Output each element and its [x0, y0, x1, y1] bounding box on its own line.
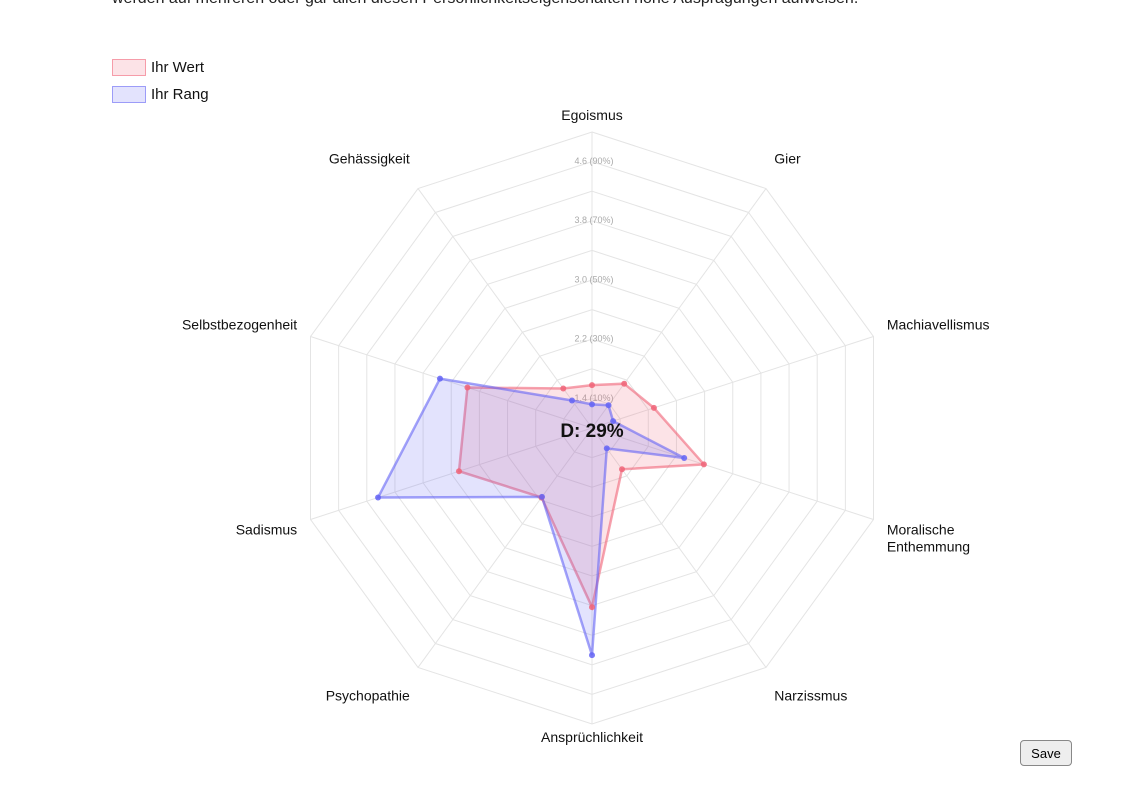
- data-point: [681, 454, 688, 461]
- spoke: [310, 336, 593, 429]
- data-point: [700, 461, 707, 468]
- axis-label-line: Narzissmus: [774, 687, 847, 703]
- axis-label-line: Sadismus: [236, 521, 297, 537]
- axis-label: Gier: [774, 150, 801, 166]
- axis-label-line: Moralische: [887, 521, 955, 537]
- axis-label-line: Psychopathie: [326, 687, 410, 703]
- tick-label: 3.0 (50%): [574, 274, 613, 284]
- data-point: [610, 418, 617, 425]
- axis-label: Moralische Enthemmung: [887, 521, 970, 554]
- data-point: [538, 493, 545, 500]
- data-point: [589, 382, 595, 389]
- spoke: [591, 427, 874, 520]
- data-point: [464, 384, 471, 391]
- axis-label: Egoismus: [561, 107, 622, 123]
- tick-label: 4.6 (90%): [574, 156, 613, 166]
- data-point: [589, 652, 595, 659]
- axis-label-line: Gehässigkeit: [329, 150, 410, 166]
- axis-label-line: Machiavellismus: [887, 316, 990, 332]
- spoke: [591, 336, 874, 429]
- intro-text: werden auf mehreren oder gar allen diese…: [112, 0, 858, 8]
- data-point: [589, 604, 595, 611]
- data-point: [455, 468, 462, 475]
- data-point: [603, 445, 610, 452]
- save-button[interactable]: Save: [1020, 740, 1072, 766]
- data-point: [589, 401, 595, 408]
- axis-label: Machiavellismus: [887, 316, 990, 332]
- data-point: [375, 494, 382, 501]
- axis-label: Gehässigkeit: [329, 150, 410, 166]
- legend-swatch: [112, 86, 146, 103]
- axis-label-line: Gier: [774, 150, 801, 166]
- axis-label: Selbstbezogenheit: [182, 316, 297, 332]
- spoke: [591, 188, 767, 429]
- data-point: [560, 385, 567, 392]
- legend-label: Ihr Wert: [151, 59, 205, 76]
- legend-label: Ihr Rang: [151, 86, 209, 103]
- axis-label: Ansprüchlichkeit: [541, 729, 643, 745]
- spoke: [310, 427, 593, 520]
- data-point: [605, 402, 612, 409]
- tick-label: 2.2 (30%): [574, 334, 613, 344]
- tick-label: 3.8 (70%): [574, 215, 613, 225]
- axis-label-line: Enthemmung: [887, 538, 970, 554]
- data-point: [568, 397, 575, 404]
- data-point: [436, 375, 443, 382]
- center-label: D: 29%: [560, 421, 623, 442]
- axis-label: Psychopathie: [326, 687, 410, 703]
- data-point: [619, 466, 626, 473]
- data-point: [621, 380, 628, 387]
- legend-swatch: [112, 59, 146, 76]
- spoke: [417, 427, 593, 668]
- axis-label: Narzissmus: [774, 687, 847, 703]
- tick-label: 1.4 (10%): [574, 393, 613, 403]
- axis-label-line: Selbstbezogenheit: [182, 316, 297, 332]
- axis-label-line: Ansprüchlichkeit: [541, 729, 643, 745]
- axis-label-line: Egoismus: [561, 107, 622, 123]
- axis-label: Sadismus: [236, 521, 297, 537]
- data-point: [650, 404, 657, 411]
